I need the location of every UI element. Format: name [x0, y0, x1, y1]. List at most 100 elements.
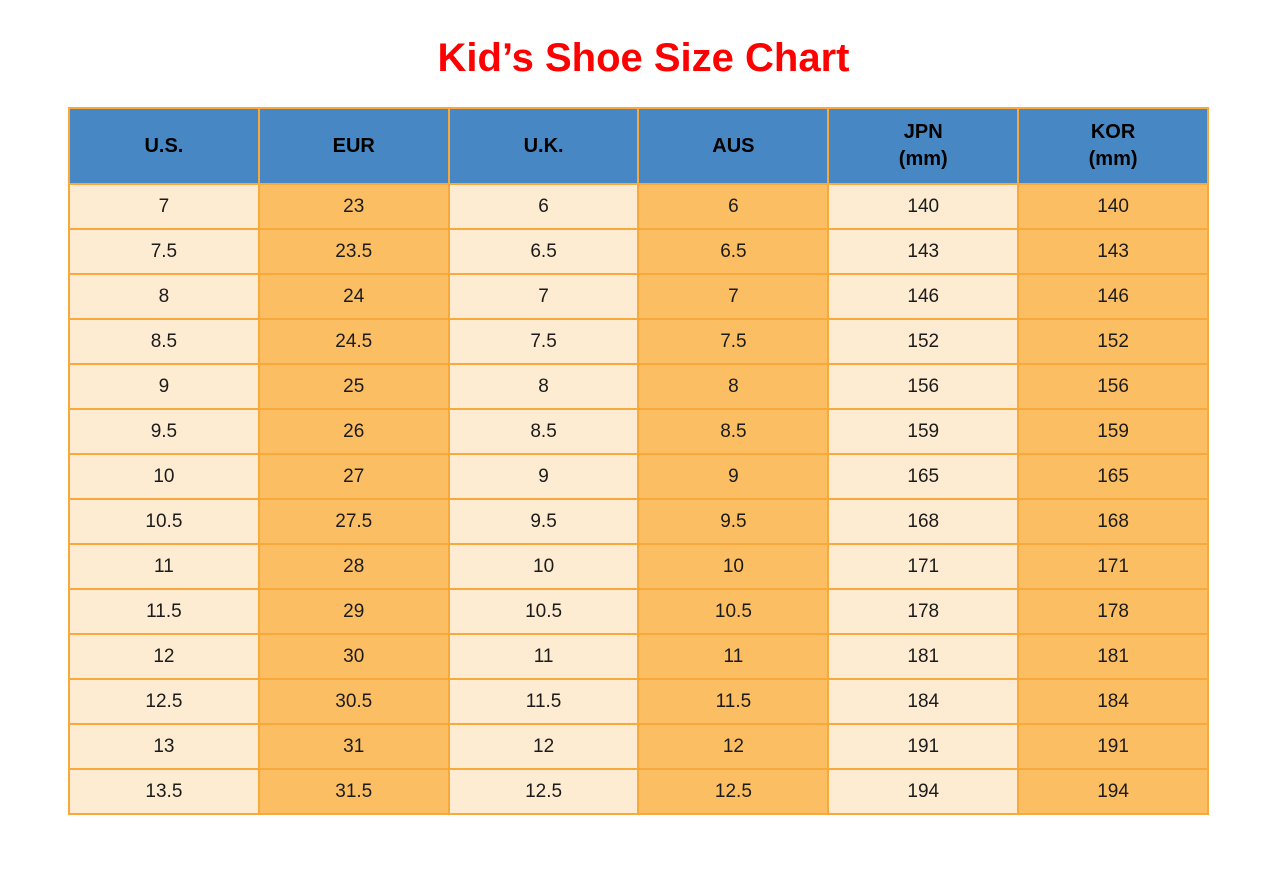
column-header-eur: EUR	[257, 107, 450, 185]
size-cell-aus: 8.5	[637, 408, 830, 455]
size-cell-aus: 12.5	[637, 768, 830, 815]
size-cell-jpn: 140	[827, 183, 1020, 230]
table-row: 7 23 6 6 140 140	[68, 183, 1209, 230]
table-header-row: U.S. EUR U.K. AUS JPN (mm)	[68, 107, 1209, 185]
size-cell-uk: 7.5	[447, 318, 640, 365]
size-cell-aus: 9.5	[637, 498, 830, 545]
size-cell-us: 10	[68, 453, 260, 500]
size-cell-uk: 8	[447, 363, 640, 410]
column-header-jpn: JPN (mm)	[827, 107, 1020, 185]
size-cell-aus: 7.5	[637, 318, 830, 365]
size-cell-us: 8.5	[68, 318, 260, 365]
column-header-uk: U.K.	[447, 107, 640, 185]
column-header-label: U.K.	[523, 134, 564, 157]
size-cell-aus: 7	[637, 273, 830, 320]
size-cell-us: 7.5	[68, 228, 260, 275]
column-header-aus: AUS	[637, 107, 830, 185]
size-cell-kor: 143	[1017, 228, 1209, 275]
size-cell-jpn: 152	[827, 318, 1020, 365]
size-cell-uk: 9.5	[447, 498, 640, 545]
size-cell-jpn: 156	[827, 363, 1020, 410]
size-cell-us: 7	[68, 183, 260, 230]
size-cell-aus: 8	[637, 363, 830, 410]
size-cell-eur: 31	[257, 723, 450, 770]
column-header-sublabel: (mm)	[898, 148, 948, 170]
size-cell-kor: 156	[1017, 363, 1209, 410]
size-cell-us: 11.5	[68, 588, 260, 635]
size-cell-jpn: 178	[827, 588, 1020, 635]
table-row: 12.5 30.5 11.5 11.5 184 184	[68, 678, 1209, 725]
size-cell-us: 12.5	[68, 678, 260, 725]
size-cell-eur: 28	[257, 543, 450, 590]
size-cell-aus: 10.5	[637, 588, 830, 635]
size-cell-jpn: 143	[827, 228, 1020, 275]
column-header-label: KOR	[1090, 121, 1136, 143]
size-cell-kor: 181	[1017, 633, 1209, 680]
column-header-label: U.S.	[144, 134, 184, 157]
size-cell-jpn: 194	[827, 768, 1020, 815]
size-cell-eur: 26	[257, 408, 450, 455]
column-header-label: EUR	[332, 134, 375, 157]
size-cell-aus: 9	[637, 453, 830, 500]
size-cell-eur: 23	[257, 183, 450, 230]
size-cell-kor: 178	[1017, 588, 1209, 635]
page-title: Kid’s Shoe Size Chart	[437, 36, 850, 80]
size-cell-us: 8	[68, 273, 260, 320]
table-row: 12 30 11 11 181 181	[68, 633, 1209, 680]
size-cell-kor: 171	[1017, 543, 1209, 590]
size-cell-kor: 194	[1017, 768, 1209, 815]
size-cell-us: 10.5	[68, 498, 260, 545]
size-cell-uk: 12	[447, 723, 640, 770]
size-cell-us: 12	[68, 633, 260, 680]
size-cell-jpn: 181	[827, 633, 1020, 680]
size-cell-us: 9.5	[68, 408, 260, 455]
size-cell-kor: 165	[1017, 453, 1209, 500]
table-row: 8 24 7 7 146 146	[68, 273, 1209, 320]
size-cell-kor: 168	[1017, 498, 1209, 545]
size-cell-eur: 24	[257, 273, 450, 320]
size-cell-aus: 11.5	[637, 678, 830, 725]
size-cell-eur: 27	[257, 453, 450, 500]
shoe-size-table: U.S. EUR U.K. AUS JPN (mm)	[68, 107, 1209, 815]
table-row: 13 31 12 12 191 191	[68, 723, 1209, 770]
size-cell-kor: 184	[1017, 678, 1209, 725]
size-cell-jpn: 191	[827, 723, 1020, 770]
size-cell-eur: 25	[257, 363, 450, 410]
table-row: 10 27 9 9 165 165	[68, 453, 1209, 500]
column-header-label: AUS	[712, 134, 755, 157]
table-row: 10.5 27.5 9.5 9.5 168 168	[68, 498, 1209, 545]
size-cell-aus: 6	[637, 183, 830, 230]
size-cell-aus: 10	[637, 543, 830, 590]
size-cell-jpn: 159	[827, 408, 1020, 455]
table-row: 7.5 23.5 6.5 6.5 143 143	[68, 228, 1209, 275]
size-cell-us: 13	[68, 723, 260, 770]
size-cell-kor: 159	[1017, 408, 1209, 455]
size-cell-us: 11	[68, 543, 260, 590]
size-cell-eur: 30	[257, 633, 450, 680]
size-cell-us: 13.5	[68, 768, 260, 815]
size-cell-uk: 12.5	[447, 768, 640, 815]
size-cell-eur: 27.5	[257, 498, 450, 545]
column-header-sublabel: (mm)	[1088, 148, 1138, 170]
size-table-body: 7 23 6 6 140 140 7.5 23.5 6.5 6.5 143 143 8 24 7 7 146 14…	[68, 183, 1209, 815]
size-cell-eur: 30.5	[257, 678, 450, 725]
size-cell-kor: 140	[1017, 183, 1209, 230]
table-row: 11 28 10 10 171 171	[68, 543, 1209, 590]
table-row: 11.5 29 10.5 10.5 178 178	[68, 588, 1209, 635]
size-cell-uk: 6	[447, 183, 640, 230]
size-cell-jpn: 146	[827, 273, 1020, 320]
size-cell-jpn: 184	[827, 678, 1020, 725]
size-cell-jpn: 165	[827, 453, 1020, 500]
table-row: 9 25 8 8 156 156	[68, 363, 1209, 410]
size-cell-uk: 11.5	[447, 678, 640, 725]
size-cell-aus: 11	[637, 633, 830, 680]
size-cell-kor: 191	[1017, 723, 1209, 770]
size-cell-uk: 9	[447, 453, 640, 500]
size-cell-us: 9	[68, 363, 260, 410]
column-header-kor: KOR (mm)	[1017, 107, 1209, 185]
size-cell-uk: 10.5	[447, 588, 640, 635]
size-cell-aus: 12	[637, 723, 830, 770]
size-cell-eur: 24.5	[257, 318, 450, 365]
size-cell-uk: 7	[447, 273, 640, 320]
